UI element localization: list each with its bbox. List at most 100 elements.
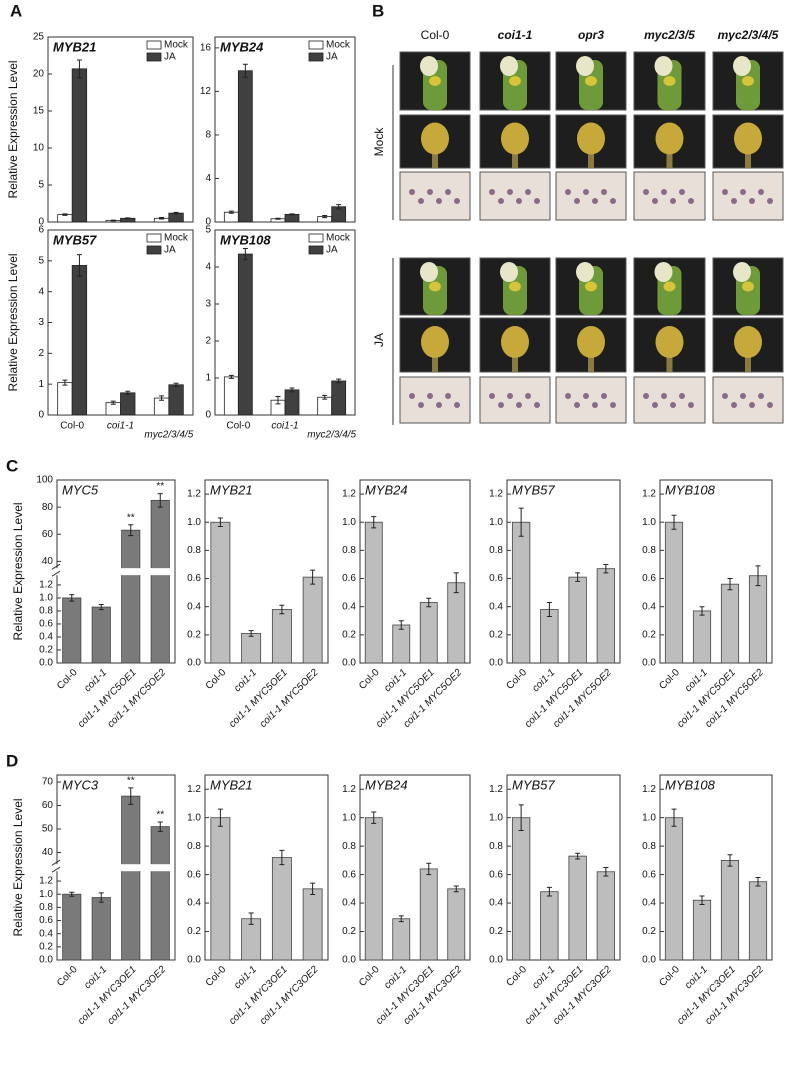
error-bar: [398, 620, 404, 630]
bar: [71, 68, 88, 223]
pollen: [652, 402, 658, 408]
y-tick-label: 0: [205, 217, 211, 228]
error-bar: [453, 572, 459, 594]
pollen: [498, 402, 504, 408]
error-bar: [336, 204, 342, 210]
y-tick-label: 0.0: [342, 955, 356, 966]
y-tick-label: 0.6: [342, 573, 356, 584]
significance-label: **: [127, 776, 135, 787]
error-bar: [699, 606, 705, 616]
bar: [223, 376, 239, 416]
bar: [120, 392, 136, 416]
pollen: [661, 189, 667, 195]
x-tick-label: Col-0: [657, 667, 682, 692]
bar: [210, 521, 231, 664]
error-bar: [159, 217, 165, 220]
bar: [121, 529, 141, 664]
y-tick-label: 0.4: [489, 601, 503, 612]
significance-label: **: [156, 481, 164, 492]
y-tick-label: 0.0: [489, 658, 503, 669]
chart-title: MYB24: [365, 482, 408, 497]
pollen: [643, 393, 649, 399]
x-tick-label: Col-0: [60, 421, 84, 432]
legend-label: Mock: [164, 233, 189, 244]
anther: [509, 76, 521, 86]
pollen: [525, 189, 531, 195]
y-tick-label: 1.0: [489, 517, 503, 528]
filament: [666, 141, 673, 168]
bar: [511, 817, 531, 961]
y-tick-label: 1: [38, 379, 44, 390]
pollen: [436, 402, 442, 408]
row-label: Mock: [372, 127, 386, 157]
chart-title: MYB21: [53, 39, 96, 54]
bar: [317, 396, 333, 416]
y-tick-label: 10: [33, 143, 45, 154]
x-tick-label: coi1-1: [82, 964, 109, 991]
bar: [284, 389, 300, 416]
pollen: [436, 198, 442, 204]
photo: [399, 171, 471, 221]
error-bar: [336, 378, 342, 384]
error-bar: [371, 516, 377, 529]
error-bar: [173, 382, 179, 387]
petal: [654, 262, 673, 282]
column-label: coi1-1: [498, 28, 533, 42]
y-tick-label: 0.4: [342, 898, 356, 909]
bar: [71, 265, 88, 416]
y-tick-label: 1.2: [489, 784, 503, 795]
error-bar: [157, 821, 163, 832]
bar: [540, 891, 559, 961]
y-tick-label: 0.2: [342, 629, 356, 640]
error-bar: [575, 572, 581, 582]
pollen: [565, 189, 571, 195]
filament: [432, 141, 438, 168]
pollen: [740, 189, 746, 195]
bar: [364, 817, 383, 961]
error-bar: [128, 524, 134, 537]
y-tick-label: 0.2: [489, 926, 503, 937]
y-tick-label: 0.4: [642, 601, 656, 612]
y-tick-label: 0.0: [642, 658, 656, 669]
anther: [429, 281, 441, 292]
photo: [555, 171, 627, 221]
bar: [392, 918, 411, 961]
chart-title: MYB24: [365, 777, 408, 792]
pollen: [409, 393, 415, 399]
pollen: [722, 189, 728, 195]
y-tick-label: 0.8: [342, 841, 356, 852]
axis-break: [51, 864, 174, 872]
anther: [585, 281, 597, 292]
error-bar: [69, 594, 75, 602]
bar: [168, 384, 184, 416]
pollen: [758, 189, 764, 195]
pollen: [722, 393, 728, 399]
plot-frame: [214, 36, 356, 223]
photo: [479, 376, 551, 424]
y-tick-label: 80: [42, 502, 54, 513]
y-tick-label: 0.6: [39, 915, 53, 926]
error-bar: [110, 219, 116, 222]
error-bar: [518, 507, 524, 537]
filament: [745, 345, 751, 372]
error-bar: [755, 565, 761, 587]
y-tick-label: 0.6: [187, 573, 201, 584]
pollen: [454, 402, 460, 408]
pollen: [731, 402, 737, 408]
column-label: myc2/3/5: [644, 28, 695, 42]
y-tick-label: 1.2: [342, 784, 356, 795]
pollen: [427, 393, 433, 399]
error-bar: [128, 787, 134, 805]
bar: [447, 888, 466, 961]
error-bar: [242, 248, 248, 261]
x-tick-label: Col-0: [55, 964, 80, 989]
x-tick-label: Col-0: [55, 667, 80, 692]
y-tick-label: 15: [33, 106, 45, 117]
plot-frame: [359, 479, 471, 664]
y-tick-label: 1.2: [342, 489, 356, 500]
y-tick-label: 1.0: [642, 812, 656, 823]
error-bar: [755, 876, 761, 887]
error-bar: [110, 400, 116, 405]
bar: [364, 521, 383, 664]
